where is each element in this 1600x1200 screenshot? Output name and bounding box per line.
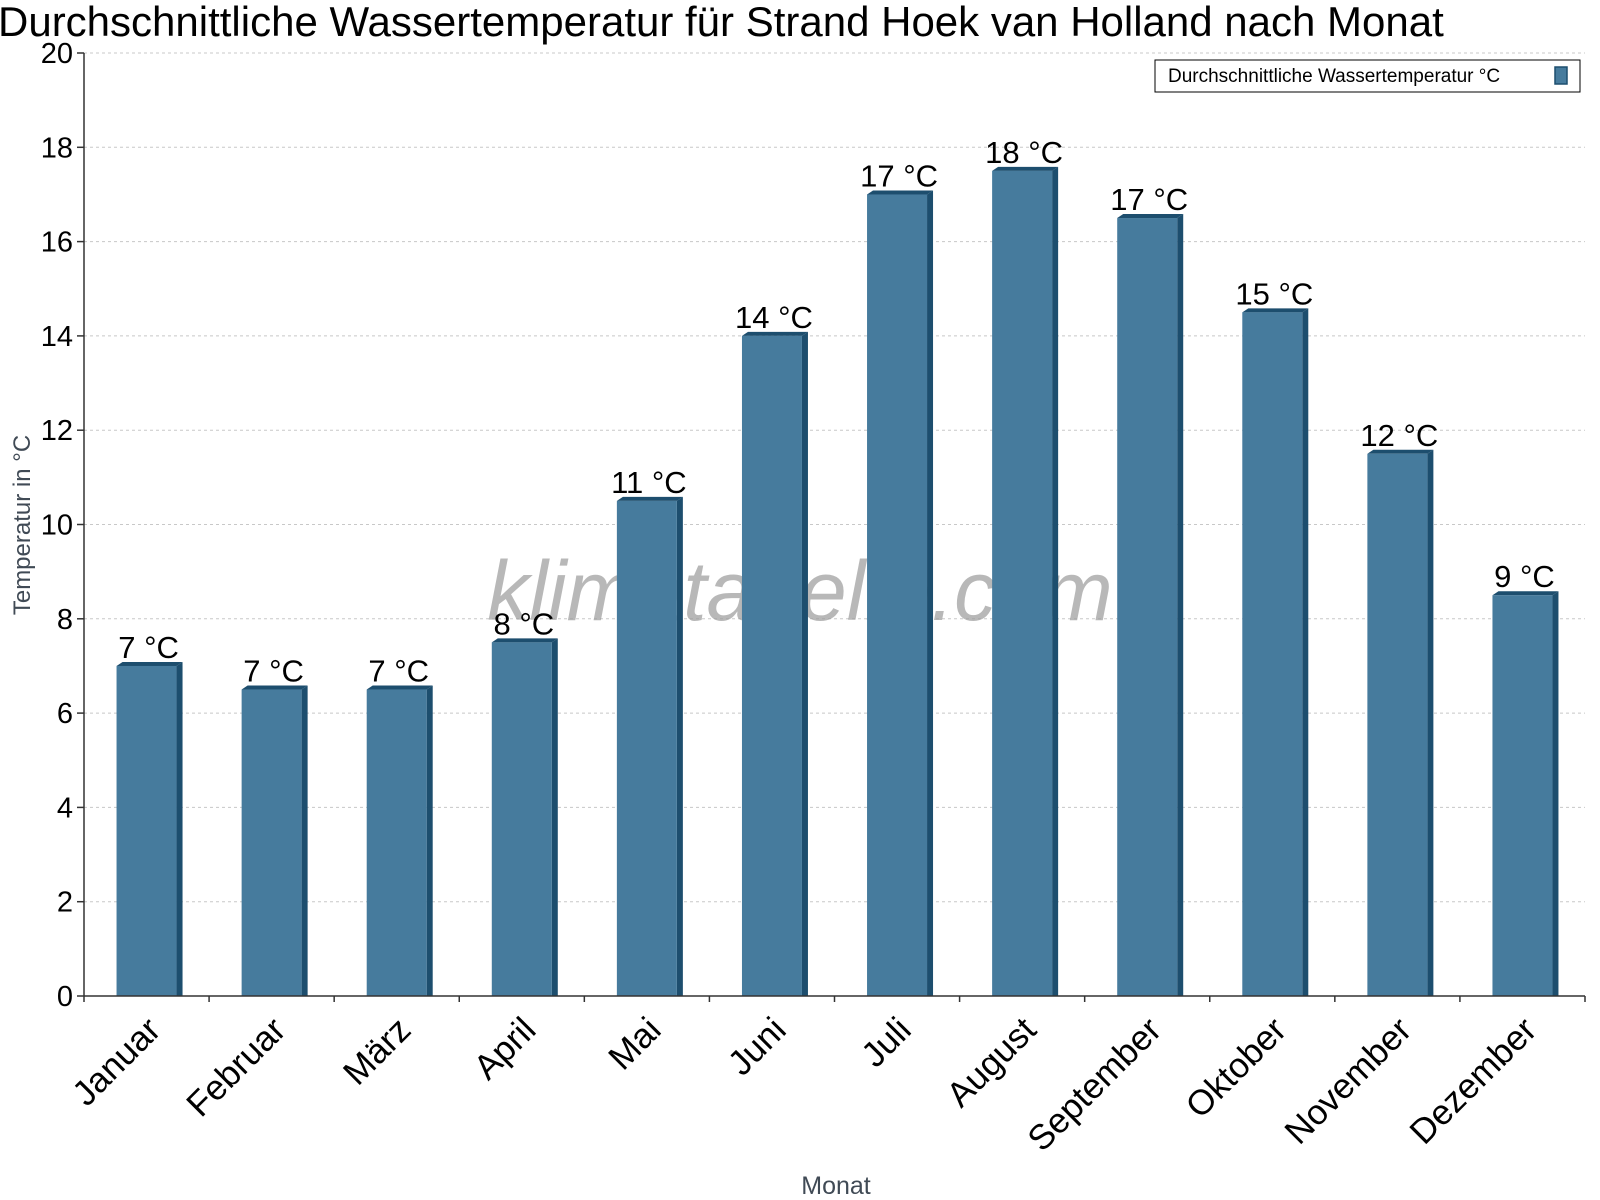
bar-side (801, 331, 808, 996)
x-axis-ticks: Januar Februar März April Mai Juni Juli AugustS… (65, 996, 1586, 1159)
legend-label: Durchschnittliche Wassertemperatur °C (1168, 66, 1500, 87)
y-tick-label-7: 14 (41, 321, 73, 353)
chart-title: Durchschnittliche Wassertemperatur für S… (0, 0, 1444, 45)
bar-top (992, 166, 1059, 171)
y-tick-label-0: 0 (57, 981, 73, 1013)
bar-front (867, 194, 928, 996)
x-tick-label-mai: Mai (601, 1010, 668, 1077)
bar-front (992, 170, 1053, 996)
data-label-november: 12 °C (1360, 418, 1438, 453)
x-tick-label-januar: Januar (65, 1010, 168, 1113)
x-axis-title: Monat (801, 1172, 871, 1200)
bar-oktober (1242, 308, 1309, 996)
bar-september (1117, 214, 1184, 996)
bar-juni (741, 331, 808, 996)
bar-side (1302, 308, 1309, 996)
bar-side (1552, 591, 1559, 996)
bar-front (741, 335, 802, 996)
y-axis-title: Temperatur in °C (9, 435, 36, 615)
bar-front (1242, 312, 1303, 996)
y-tick-label-4: 8 (57, 604, 73, 636)
bar-top (241, 685, 308, 690)
bar-side (551, 638, 558, 996)
bar-front (241, 689, 302, 996)
x-tick-label-februar: Februar (179, 1010, 293, 1124)
x-tick-label-märz: März (336, 1010, 419, 1093)
bar-front (1117, 218, 1178, 996)
y-tick-label-1: 2 (57, 887, 73, 919)
legend-swatch (1554, 66, 1568, 85)
bar-side (1052, 166, 1059, 996)
bar-side (301, 685, 308, 996)
data-labels: 7 °C 7 °C 7 °C 8 °C 11 °C 14 °C 17 °C 18 °C 17 °… (118, 135, 1555, 689)
data-label-august: 18 °C (985, 135, 1063, 170)
bar-top (1242, 308, 1309, 313)
bar-front (1492, 595, 1553, 996)
bar-top (491, 638, 558, 643)
bar-november (1367, 449, 1434, 996)
bar-top (741, 331, 808, 336)
data-label-februar: 7 °C (243, 654, 304, 689)
bar-juli (867, 190, 934, 996)
bar-top (867, 190, 934, 195)
x-tick-label-september: September (1020, 1010, 1169, 1159)
x-tick-label-juni: Juni (721, 1010, 794, 1083)
legend-box (1154, 59, 1581, 93)
bar-top (366, 685, 433, 690)
grid-lines (84, 52, 1585, 903)
bars (116, 166, 1559, 996)
y-tick-label-2: 4 (57, 792, 73, 824)
y-tick-label-10: 20 (41, 38, 73, 70)
data-label-januar: 7 °C (118, 630, 179, 665)
data-label-juni: 14 °C (735, 300, 813, 335)
bar-januar (116, 661, 183, 996)
bar-februar (241, 685, 308, 996)
bar-side (676, 496, 683, 996)
bar-mai (616, 496, 683, 996)
x-tick-label-dezember: Dezember (1402, 1010, 1544, 1152)
data-label-september: 17 °C (1110, 182, 1188, 217)
x-tick-label-august: August (939, 1010, 1044, 1115)
bar-dezember (1492, 591, 1559, 996)
x-tick-label-juli: Juli (854, 1010, 919, 1075)
data-label-märz: 7 °C (368, 654, 429, 689)
data-label-mai: 11 °C (611, 465, 687, 500)
bar-märz (366, 685, 433, 996)
bar-front (616, 500, 677, 996)
y-axis-ticks: 0 2 4 6 8 10 12 14 16 18 20 (41, 38, 84, 1013)
bar-front (116, 665, 177, 996)
bar-top (1367, 449, 1434, 454)
bar-front (366, 689, 427, 996)
x-tick-label-oktober: Oktober (1178, 1010, 1294, 1126)
y-tick-label-3: 6 (57, 698, 73, 730)
bar-side (1427, 449, 1434, 996)
data-label-dezember: 9 °C (1494, 559, 1555, 594)
data-label-april: 8 °C (493, 606, 554, 641)
y-tick-label-6: 12 (41, 415, 73, 447)
bar-side (1177, 214, 1184, 996)
bar-april (491, 638, 558, 996)
bar-side (176, 661, 183, 996)
bar-top (1492, 591, 1559, 596)
y-tick-label-9: 18 (41, 132, 73, 164)
legend: Durchschnittliche Wassertemperatur °C (1154, 59, 1581, 93)
y-tick-label-5: 10 (41, 510, 73, 542)
bar-top (1117, 214, 1184, 219)
data-label-oktober: 15 °C (1235, 276, 1313, 311)
x-tick-label-april: April (466, 1010, 543, 1087)
data-label-juli: 17 °C (860, 158, 938, 193)
bar-front (1367, 453, 1428, 996)
bar-side (426, 685, 433, 996)
y-tick-label-8: 16 (41, 227, 73, 259)
bar-top (616, 496, 683, 501)
bar-side (927, 190, 934, 996)
bar-top (116, 661, 183, 666)
x-tick-label-november: November (1277, 1010, 1419, 1152)
bar-front (491, 642, 552, 996)
bar-august (992, 166, 1059, 996)
